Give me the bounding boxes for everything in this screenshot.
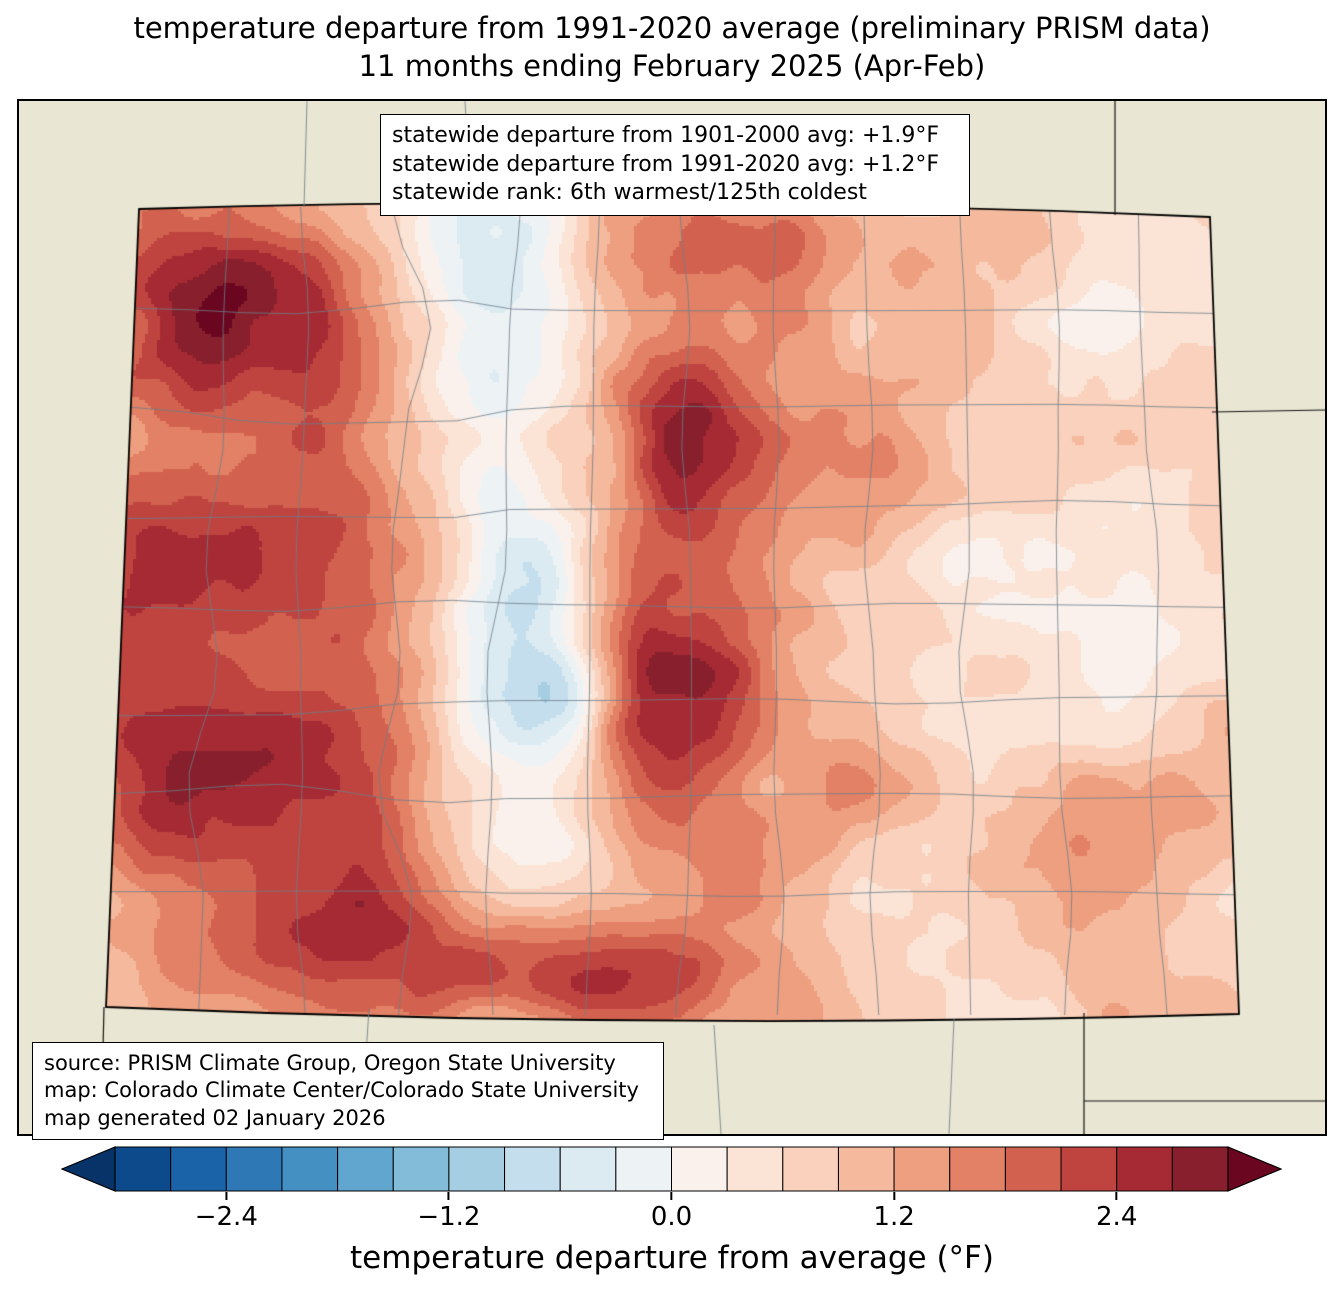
tick-mark	[670, 1192, 673, 1200]
stats-line-2: statewide departure from 1991-2020 avg: …	[392, 151, 940, 177]
tick-mark	[893, 1192, 896, 1200]
source-attribution-box: source: PRISM Climate Group, Oregon Stat…	[32, 1042, 664, 1140]
source-line-1: source: PRISM Climate Group, Oregon Stat…	[44, 1051, 616, 1075]
colorbar-tick: −2.4	[195, 1192, 258, 1232]
source-line-2: map: Colorado Climate Center/Colorado St…	[44, 1078, 639, 1103]
colorbar-tick: −1.2	[417, 1192, 480, 1232]
colorbar: −2.4 −1.2 0.0 1.2 2.4	[61, 1146, 1282, 1256]
tick-label: −2.4	[194, 1202, 258, 1232]
tick-label: −1.2	[417, 1202, 481, 1232]
colorado-temperature-map-canvas	[19, 101, 1325, 1134]
stats-line-1: statewide departure from 1901-2000 avg: …	[392, 123, 940, 148]
source-line-3: map generated 02 January 2026	[44, 1105, 386, 1130]
tick-mark	[1115, 1192, 1118, 1200]
stats-line-3: statewide rank: 6th warmest/125th coldes…	[392, 180, 867, 206]
title-line-1: temperature departure from 1991-2020 ave…	[133, 11, 1211, 45]
title-line-2: 11 months ending February 2025 (Apr-Feb)	[358, 48, 986, 83]
tick-label: 0.0	[650, 1202, 693, 1232]
tick-label: 2.4	[1096, 1202, 1138, 1232]
statewide-stats-box: statewide departure from 1901-2000 avg: …	[380, 114, 970, 216]
colorbar-axis-label: temperature departure from average (°F)	[350, 1240, 994, 1276]
colorbar-tick: 0.0	[651, 1192, 692, 1232]
map-panel: statewide departure from 1901-2000 avg: …	[17, 99, 1327, 1140]
colorbar-tick: 2.4	[1096, 1192, 1137, 1232]
tick-mark	[447, 1192, 450, 1200]
colorbar-tick: 1.2	[873, 1192, 915, 1232]
tick-mark	[225, 1192, 228, 1200]
figure-title: temperature departure from 1991-2020 ave…	[0, 10, 1344, 85]
tick-label: 1.2	[873, 1202, 915, 1232]
colorbar-gradient	[61, 1146, 1282, 1192]
